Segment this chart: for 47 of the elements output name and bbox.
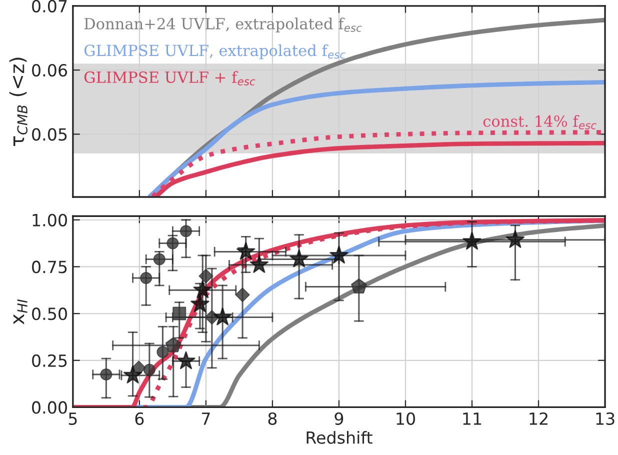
series-label: Donnan+24 UVLF, extrapolated f$_{esc}$ [84, 18, 362, 32]
point [166, 237, 179, 250]
point [506, 230, 525, 248]
y-axis-title: τ$_{CMB}$ (<z) [9, 58, 28, 146]
point [100, 368, 112, 380]
y-tick-label: 0.07 [32, 0, 67, 12]
point [330, 246, 348, 264]
y-tick-label: 1.00 [32, 214, 67, 226]
text: GLIMPSE UVLF, extrapolated f$_{esc}$ [84, 44, 346, 60]
point [143, 364, 156, 376]
point [190, 294, 210, 312]
y-tick-label: 0.05 [32, 128, 67, 141]
point [462, 232, 482, 250]
y-tick-label: 0.00 [32, 401, 67, 414]
x-tick-label: 6 [135, 412, 144, 425]
point [198, 268, 214, 284]
x-tick-label: 5 [68, 412, 77, 425]
x-tick-label: 8 [268, 412, 277, 425]
x-tick-label: 7 [202, 412, 210, 425]
x-tick-label: 13 [596, 412, 614, 425]
point [153, 253, 166, 266]
x-tick-label: 9 [334, 412, 344, 425]
point [204, 310, 220, 325]
point [235, 288, 250, 302]
x-tick-label: 11 [463, 412, 482, 425]
point [140, 272, 152, 284]
text: GLIMPSE UVLF + f$_{esc}$ [84, 71, 256, 86]
point [176, 351, 196, 370]
y-tick-label: 0.06 [32, 64, 68, 77]
point [290, 249, 308, 268]
y-tick-label: 0.50 [32, 308, 67, 320]
series-label: const. 14% f$_{esc}$ [483, 115, 596, 130]
point [351, 278, 367, 294]
point [123, 366, 142, 384]
y-axis-title: x$_{HI}$ [13, 299, 28, 324]
point [236, 242, 256, 260]
point [193, 280, 212, 298]
x-axis-title: Redshift [306, 430, 372, 444]
point [165, 337, 182, 352]
y-tick-label: 0.75 [32, 260, 67, 274]
point [180, 225, 192, 238]
x-tick-label: 12 [530, 412, 548, 425]
point [156, 346, 169, 358]
y-tick-label: 0.25 [32, 354, 67, 367]
point [213, 308, 232, 326]
point [172, 306, 186, 320]
x-tick-label: 10 [396, 412, 415, 425]
